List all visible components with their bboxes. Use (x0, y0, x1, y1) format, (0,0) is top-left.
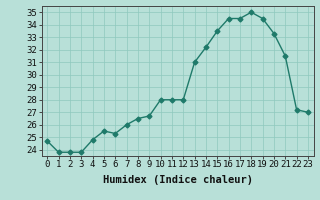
X-axis label: Humidex (Indice chaleur): Humidex (Indice chaleur) (103, 175, 252, 185)
